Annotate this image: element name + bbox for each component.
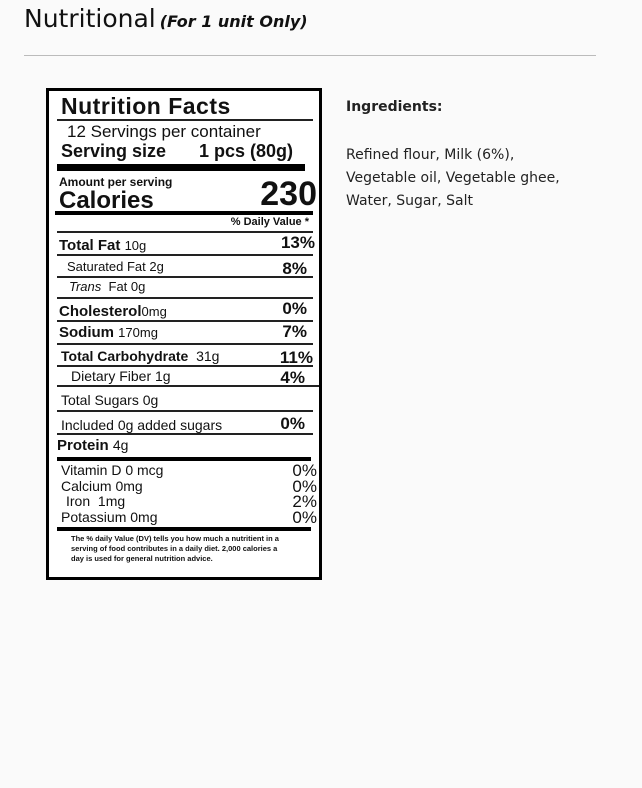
footnote: The % daily Value (DV) tells you how muc…	[71, 534, 279, 563]
row-saturated-fat: Saturated Fat 2g	[67, 259, 164, 274]
ingredients-text: Refined flour, Milk (6%), Vegetable oil,…	[346, 147, 560, 209]
row-dietary-fiber: Dietary Fiber 1g	[71, 368, 171, 384]
row-trans-fat: Trans Fat 0g	[69, 279, 146, 294]
dv-added-sugars: 0%	[280, 414, 305, 433]
row-total-fat: Total Fat 10g	[59, 237, 147, 254]
ingredients-title: Ingredients:	[346, 99, 443, 115]
row-protein: Protein 4g	[57, 437, 129, 454]
section-title: Nutritional (For 1 unit Only)	[24, 4, 308, 33]
serving-size: 1 pcs (80g)	[199, 141, 294, 161]
dv-sodium: 7%	[282, 322, 307, 341]
row-sodium: Sodium 170mg	[59, 324, 158, 341]
title-text: Nutritional	[24, 4, 156, 33]
dv-dietary-fiber: 4%	[280, 368, 305, 387]
calories-label: Calories	[59, 187, 154, 214]
divider	[24, 55, 596, 56]
dv-total-carbohydrate: 11%	[279, 348, 313, 367]
row-cholesterol: Cholesterol0mg	[59, 303, 167, 320]
dv-cholesterol: 0%	[282, 299, 307, 318]
vitamins-list: Vitamin D 0 mcg 0% Calcium 0mg 0% Iron 1mg…	[61, 461, 317, 527]
serving-size-label: Serving size	[61, 141, 167, 161]
amount-per-serving: Amount per serving	[59, 175, 173, 189]
label-title: Nutrition Facts	[61, 93, 231, 119]
row-added-sugars: Included 0g added sugars	[61, 417, 223, 433]
row-total-sugars: Total Sugars 0g	[61, 392, 159, 408]
dv-saturated-fat: 8%	[282, 259, 307, 278]
dv-total-fat: 13%	[280, 233, 315, 252]
dv-header: % Daily Value *	[230, 216, 309, 228]
row-total-carbohydrate: Total Carbohydrate 31g	[61, 348, 220, 364]
calories-value: 230	[260, 175, 317, 213]
subtitle-text: (For 1 unit Only)	[159, 12, 308, 31]
nutrition-facts-label: Nutrition Facts 12 Servings per containe…	[46, 88, 322, 580]
servings: 12 Servings per container	[67, 122, 261, 141]
